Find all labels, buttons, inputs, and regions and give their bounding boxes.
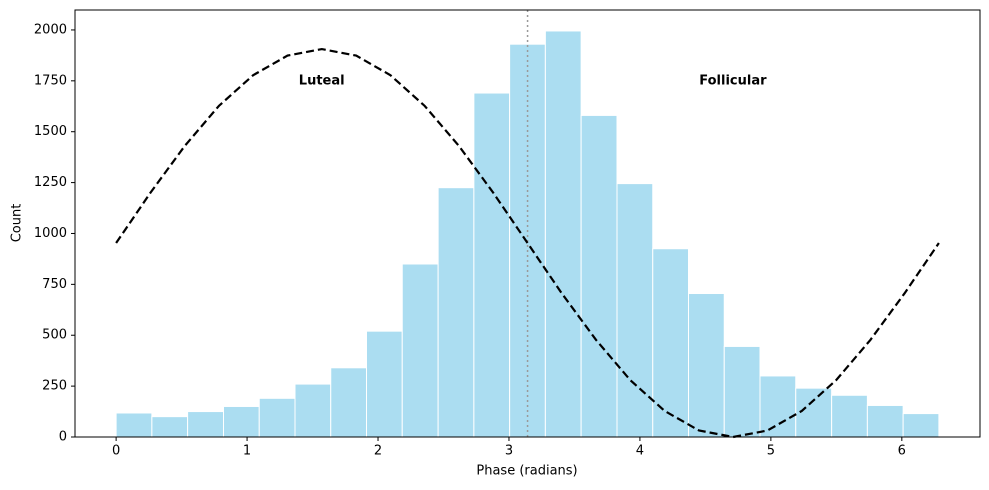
bar [330, 367, 367, 438]
bar [759, 375, 797, 438]
x-tick-label: 5 [767, 444, 775, 459]
annotation: Follicular [699, 73, 767, 88]
bar [151, 416, 189, 438]
bar [294, 383, 332, 438]
y-tick-label: 1750 [34, 73, 67, 88]
bar [902, 413, 940, 438]
bar [258, 397, 296, 438]
bar [831, 394, 868, 438]
y-tick-label: 500 [42, 328, 67, 343]
bar [795, 387, 833, 438]
x-tick-label: 6 [898, 444, 906, 459]
bar [652, 248, 690, 438]
y-tick-label: 1000 [34, 226, 67, 241]
bar [866, 404, 904, 438]
bar [365, 330, 403, 438]
bar [616, 183, 654, 438]
bar [544, 30, 582, 438]
x-tick-label: 2 [374, 444, 382, 459]
y-tick-label: 250 [42, 379, 67, 394]
bar [580, 114, 618, 438]
plot-frame [74, 9, 981, 438]
x-tick-label: 1 [243, 444, 251, 459]
bar [688, 293, 725, 438]
x-tick-label: 4 [636, 444, 644, 459]
bar [437, 187, 475, 438]
curve [115, 47, 940, 439]
x-axis-label: Phase (radians) [476, 464, 577, 479]
bar [401, 263, 439, 438]
bar [222, 405, 260, 438]
x-tick-label: 0 [112, 444, 120, 459]
annotation: Luteal [299, 73, 345, 88]
bar [473, 92, 511, 438]
y-tick-label: 1250 [34, 175, 67, 190]
y-tick-label: 2000 [34, 22, 67, 37]
bar [187, 411, 224, 438]
y-axis-label: Count [10, 204, 25, 243]
x-tick-label: 3 [505, 444, 513, 459]
y-tick-label: 0 [59, 430, 67, 445]
y-tick-label: 1500 [34, 124, 67, 139]
y-tick-label: 750 [42, 277, 67, 292]
bar [723, 345, 761, 438]
bar [115, 412, 153, 438]
